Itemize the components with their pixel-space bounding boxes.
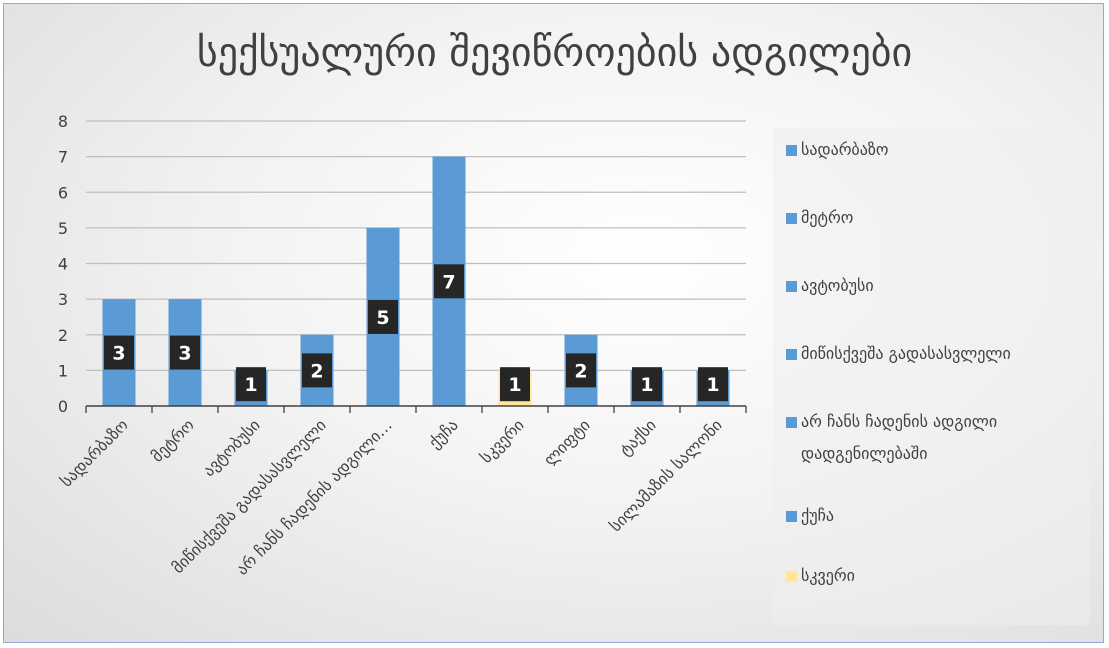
x-tick-label: სილამაზის სალონი [606,415,726,535]
legend-label: ქუჩა [801,506,835,525]
y-tick-label: 6 [58,183,68,202]
legend-label: მიწისქვეშა გადასასვლელი [801,344,1011,363]
legend-swatch [786,145,797,156]
x-tick-label: ქუჩა [425,415,462,452]
x-tick-label: მეტრო [147,415,197,465]
legend-swatch [786,213,797,224]
data-label-box [500,367,530,402]
x-tick-label: ტაქსი [616,415,660,459]
data-label-box [434,264,464,299]
legend-label: არ ჩანს ჩადენის ადგილი დადგენილებაში [801,412,998,463]
y-tick-label: 0 [58,397,68,416]
x-tick-label: ლიფტი [540,415,594,469]
data-label-box [632,367,662,402]
y-tick-label: 2 [58,326,68,345]
y-tick-label: 5 [58,219,68,238]
x-tick-label: სკვერი [476,415,528,467]
legend-label: მეტრო [801,208,854,227]
legend: სადარბაზო მეტრო ავტობუსი მიწისქვეშა გადასას… [773,128,1090,625]
legend-label: სადარბაზო [801,140,889,159]
data-label: 2 [574,360,587,382]
data-label: 3 [178,343,191,365]
legend-swatch [786,281,797,292]
data-label-box [698,367,728,402]
data-label: 5 [376,307,389,329]
y-tick-label: 8 [58,112,68,131]
data-label: 1 [508,374,521,396]
y-tick-label: 3 [58,290,68,309]
data-label: 2 [310,360,323,382]
legend-swatch [786,571,797,582]
chart-frame: სექსუალური შევიწროების ადგილები 0 1 2 3 4 5 6 7… [3,3,1104,643]
data-label-box [170,335,200,370]
data-label: 1 [706,374,719,396]
legend-label: ავტობუსი [801,276,874,295]
legend-swatch [786,417,797,428]
x-tick-label: ავტობუსი [199,415,264,480]
data-label: 7 [442,271,455,293]
plot-area: 0 1 2 3 4 5 6 7 8 3 3 1 2 5 7 1 2 1 1 სადარბაზო მეტრო ავტობუს… [57,112,747,579]
data-label: 1 [244,374,257,396]
chart-title: სექსუალური შევიწროების ადგილები [196,30,913,76]
legend-swatch [786,511,797,522]
legend-label: სკვერი [801,566,855,585]
data-label: 3 [112,343,125,365]
legend-swatch [786,349,797,360]
x-tick-label: სადარბაზო [57,415,132,490]
data-label-box [566,353,596,388]
y-tick-label: 1 [58,361,68,380]
data-label: 1 [640,374,653,396]
data-label-box [302,353,332,388]
y-tick-label: 7 [58,148,68,167]
y-tick-label: 4 [58,255,68,274]
data-label-box [368,299,398,334]
data-label-box [236,367,266,402]
data-label-box [104,335,134,370]
